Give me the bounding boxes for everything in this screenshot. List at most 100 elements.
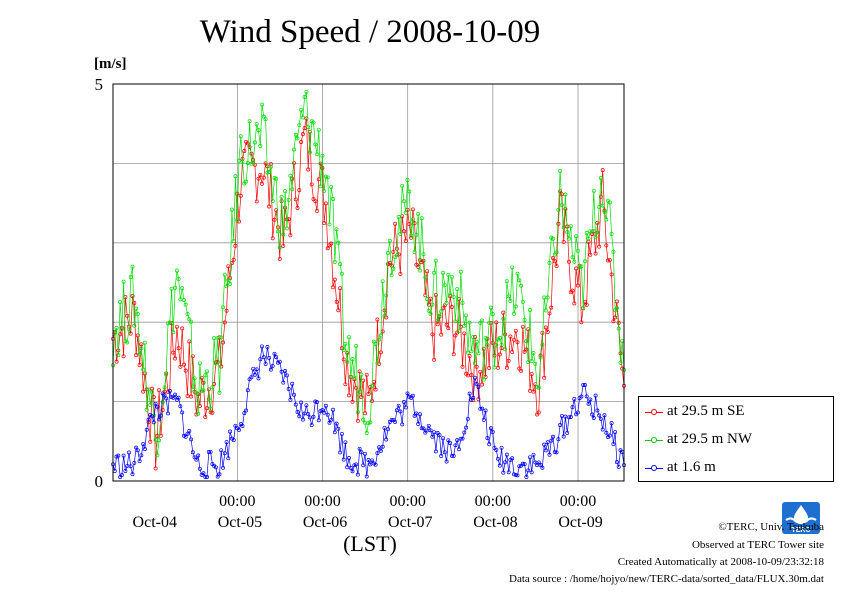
data-point — [125, 340, 130, 345]
data-point — [135, 312, 140, 316]
data-point — [201, 471, 206, 476]
data-point — [238, 134, 243, 139]
data-point — [205, 369, 209, 374]
data-point — [465, 416, 470, 421]
data-point — [616, 464, 621, 469]
data-point — [332, 260, 337, 264]
series-2 — [111, 344, 626, 479]
data-point — [448, 441, 453, 446]
data-point — [242, 411, 247, 416]
data-point — [554, 264, 559, 269]
data-point — [462, 430, 467, 435]
data-point — [206, 450, 211, 454]
data-point — [304, 89, 309, 94]
data-point — [512, 311, 516, 316]
data-point — [481, 377, 486, 382]
data-point — [462, 331, 467, 336]
data-point — [205, 475, 209, 479]
data-point — [299, 140, 304, 144]
data-point — [536, 460, 541, 465]
data-point — [568, 415, 573, 419]
data-point — [150, 414, 154, 419]
data-point — [306, 125, 311, 130]
data-point — [363, 451, 367, 456]
data-point — [268, 367, 273, 372]
data-point — [428, 311, 433, 316]
data-point — [444, 322, 449, 327]
data-point — [366, 392, 371, 396]
data-point — [142, 340, 147, 345]
data-point — [336, 240, 341, 245]
data-point — [355, 418, 360, 423]
data-point — [449, 453, 454, 458]
data-point — [254, 199, 259, 204]
data-point — [178, 297, 183, 302]
data-point — [419, 216, 424, 221]
data-point — [116, 353, 121, 358]
data-point — [384, 293, 389, 298]
data-point — [137, 352, 142, 356]
data-point — [199, 375, 204, 380]
x-tick-date: Oct-04 — [133, 514, 177, 531]
data-point — [338, 450, 343, 455]
data-point — [197, 361, 202, 366]
data-point — [224, 284, 229, 289]
data-point — [394, 408, 399, 413]
data-point — [233, 243, 238, 248]
data-point — [224, 440, 229, 445]
data-point — [182, 362, 186, 367]
data-point — [141, 389, 146, 394]
data-point — [345, 465, 350, 470]
data-point — [134, 445, 139, 450]
data-point — [171, 330, 176, 335]
data-point — [283, 205, 288, 210]
data-point — [474, 364, 479, 369]
credit-source: Data source : /home/hojyo/new/TERC-data/… — [509, 573, 824, 585]
data-point — [370, 383, 374, 388]
data-point — [460, 300, 465, 305]
data-point — [520, 461, 525, 466]
data-point — [121, 453, 126, 458]
data-point — [178, 364, 183, 369]
data-point — [600, 203, 605, 208]
data-point — [157, 388, 162, 393]
data-point — [570, 255, 575, 260]
data-point — [283, 189, 288, 194]
data-point — [451, 453, 456, 458]
data-point — [464, 313, 469, 318]
data-point — [565, 430, 570, 435]
data-point — [135, 333, 140, 338]
data-point — [618, 360, 623, 365]
data-point — [426, 308, 431, 313]
data-point — [398, 271, 403, 276]
data-point — [373, 462, 378, 467]
data-point — [485, 342, 490, 347]
data-point — [153, 401, 158, 406]
data-point — [373, 342, 378, 347]
data-point — [128, 464, 133, 469]
data-point — [231, 438, 236, 443]
data-point — [325, 246, 330, 251]
data-point — [355, 472, 360, 477]
data-point — [245, 141, 250, 146]
data-point — [361, 417, 366, 422]
data-point — [526, 327, 531, 332]
data-point — [183, 434, 188, 439]
data-point — [600, 427, 605, 432]
data-point — [579, 320, 584, 325]
data-point — [616, 320, 621, 325]
data-point — [315, 152, 319, 157]
data-point — [323, 403, 328, 408]
data-point — [563, 192, 568, 197]
data-point — [309, 182, 314, 187]
data-point — [325, 175, 330, 180]
data-point — [244, 179, 249, 184]
data-point — [606, 258, 610, 263]
series-0 — [111, 116, 626, 471]
data-point — [412, 413, 417, 418]
data-point — [492, 365, 497, 370]
data-point — [212, 336, 217, 341]
data-point — [519, 283, 524, 288]
data-point — [118, 300, 123, 305]
data-point — [398, 231, 403, 236]
